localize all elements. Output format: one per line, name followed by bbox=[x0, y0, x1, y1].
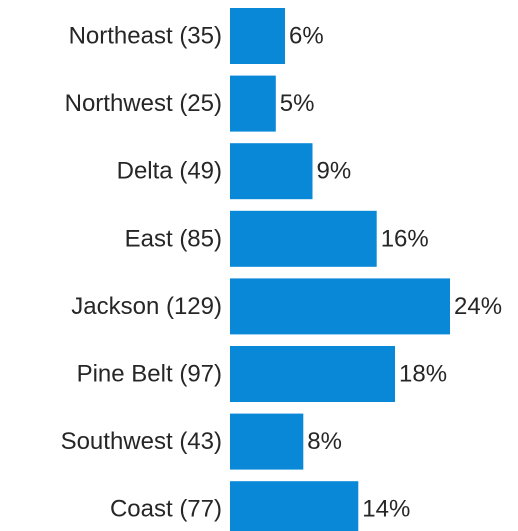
category-label: Northeast (35) bbox=[69, 23, 222, 50]
bar bbox=[230, 481, 359, 531]
value-label: 14% bbox=[362, 496, 410, 523]
value-label: 9% bbox=[317, 158, 352, 185]
value-label: 5% bbox=[280, 90, 315, 117]
category-label: Jackson (129) bbox=[71, 293, 222, 320]
value-label: 24% bbox=[454, 293, 502, 320]
bars-group bbox=[230, 8, 450, 531]
bar bbox=[230, 278, 450, 335]
category-label: Northwest (25) bbox=[65, 90, 222, 117]
bar bbox=[230, 143, 313, 200]
bar bbox=[230, 8, 285, 64]
category-labels-group: Northeast (35) Northwest (25) Delta (49) Ea… bbox=[61, 23, 222, 523]
value-label: 6% bbox=[289, 23, 324, 50]
value-label: 18% bbox=[399, 361, 447, 388]
category-label: Coast (77) bbox=[110, 496, 222, 523]
category-label: Delta (49) bbox=[117, 158, 222, 185]
value-label: 16% bbox=[381, 225, 429, 252]
bar bbox=[230, 75, 276, 132]
bar bbox=[230, 346, 395, 402]
category-label: Southwest (43) bbox=[61, 428, 222, 455]
bar bbox=[230, 413, 304, 470]
bar bbox=[230, 210, 377, 267]
category-label: East (85) bbox=[125, 225, 222, 252]
value-labels-group: 6% 5% 9% 16% 24% 18% 8% 14% bbox=[280, 23, 502, 523]
value-label: 8% bbox=[307, 428, 342, 455]
category-label: Pine Belt (97) bbox=[77, 361, 222, 388]
